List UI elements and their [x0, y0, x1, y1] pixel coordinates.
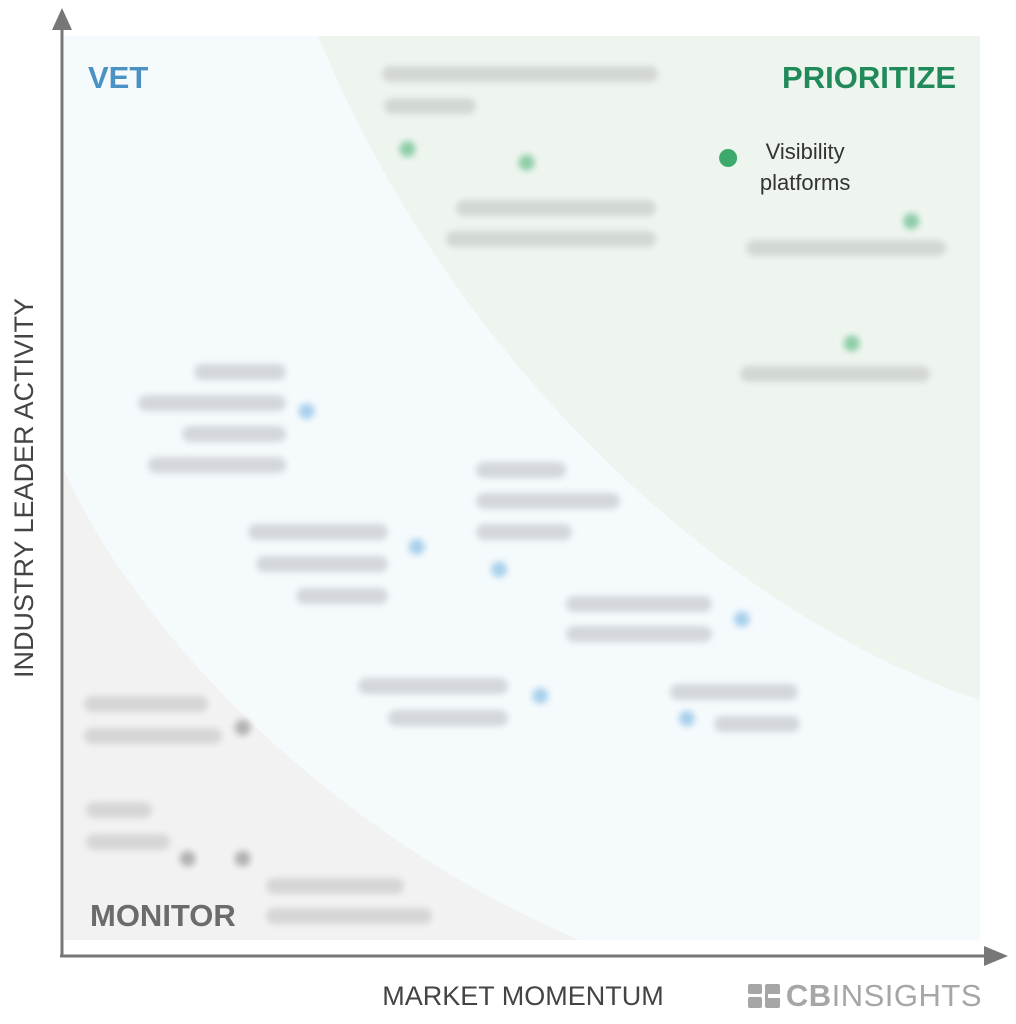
data-points: Visibility platforms	[179, 139, 920, 867]
scatter-point-prioritize	[719, 149, 738, 167]
cb-logo-icon	[747, 984, 780, 1008]
blurred-label-block	[456, 200, 656, 216]
scatter-point-vet	[491, 561, 508, 578]
blurred-label-block	[358, 678, 508, 694]
blurred-label-block	[84, 728, 222, 744]
y-axis-title: INDUSTRY LEADER ACTIVITY	[9, 298, 39, 678]
blurred-label-block	[382, 66, 658, 82]
scatter-point-monitor	[234, 850, 251, 867]
scatter-point-label: Visibility platforms	[760, 139, 850, 195]
scatter-point-monitor	[179, 850, 196, 867]
blurred-label-block	[248, 524, 388, 540]
blurred-label-block	[740, 366, 930, 382]
blurred-labels	[84, 66, 946, 924]
blurred-label-block	[670, 684, 798, 700]
blurred-label-block	[446, 231, 656, 247]
blurred-label-block	[148, 457, 286, 473]
blurred-label-block	[476, 493, 620, 509]
x-axis-arrow	[984, 946, 1008, 966]
quadrant-title-monitor: MONITOR	[90, 898, 236, 933]
scatter-point-vet	[678, 710, 695, 727]
blurred-label-block	[566, 626, 712, 642]
blurred-label-block	[182, 426, 286, 442]
scatter-point-prioritize	[518, 154, 535, 171]
blurred-label-block	[384, 98, 476, 114]
y-axis-arrow	[52, 8, 72, 30]
blurred-label-block	[746, 240, 946, 256]
quadrant-title-prioritize: PRIORITIZE	[782, 60, 956, 95]
blurred-label-block	[194, 364, 286, 380]
scatter-point-prioritize	[399, 141, 416, 157]
quadrant-title-vet: VET	[88, 60, 148, 95]
scatter-point-vet	[298, 403, 315, 420]
scatter-point-vet	[408, 538, 425, 555]
brand-name-bold: CB	[785, 978, 832, 1013]
axes	[52, 8, 1008, 966]
x-axis-title: MARKET MOMENTUM	[382, 981, 664, 1011]
blurred-label-block	[138, 395, 286, 411]
scatter-point-prioritize	[843, 335, 860, 352]
scatter-point-vet	[733, 611, 750, 628]
blurred-label-block	[388, 710, 508, 726]
scatter-point-vet	[532, 687, 549, 704]
blurred-label-block	[714, 716, 800, 732]
quadrant-titles: VET PRIORITIZE MONITOR	[66, 60, 956, 938]
blurred-label-block	[296, 588, 388, 604]
blurred-label-block	[86, 802, 152, 818]
blurred-label-block	[266, 908, 432, 924]
blurred-label-block	[86, 834, 170, 850]
monitor-region	[64, 470, 580, 940]
blurred-label-block	[266, 878, 404, 894]
blurred-label-block	[84, 696, 208, 712]
quadrant-backgrounds	[64, 36, 980, 940]
blurred-label-block	[476, 524, 572, 540]
blurred-label-block	[256, 556, 388, 572]
scatter-point-prioritize	[903, 213, 920, 230]
scatter-point-monitor	[234, 719, 251, 736]
cb-insights-logo: CB INSIGHTS	[747, 978, 982, 1014]
brand-name-light: INSIGHTS	[831, 978, 982, 1013]
blurred-label-block	[566, 596, 712, 612]
monitor-title-backdrop	[66, 884, 262, 938]
blurred-label-block	[476, 462, 566, 478]
